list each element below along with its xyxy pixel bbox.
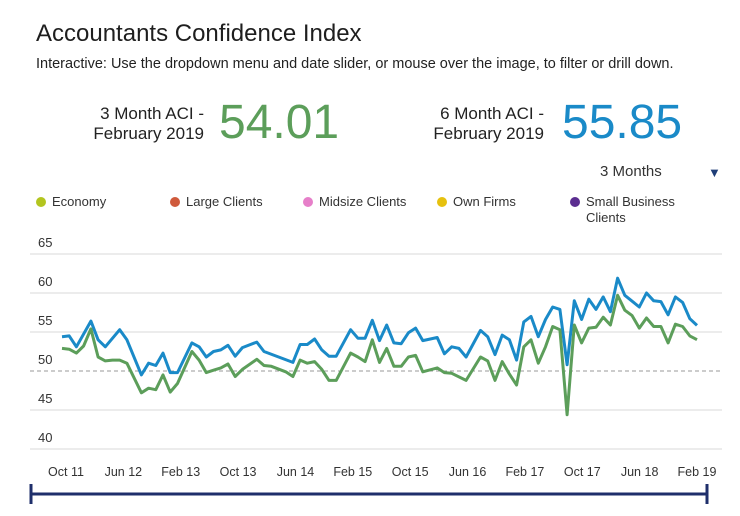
y-tick-label: 50 [38, 352, 52, 367]
y-tick-label: 40 [38, 430, 52, 445]
legend-item-midsize-clients[interactable]: Midsize Clients [303, 194, 406, 210]
y-tick-label: 45 [38, 391, 52, 406]
subtitle: Interactive: Use the dropdown menu and d… [36, 56, 674, 72]
x-tick-label: Oct 13 [220, 465, 257, 479]
x-tick-label: Jun 18 [621, 465, 659, 479]
legend-dot-icon [570, 197, 580, 207]
legend-label: Midsize Clients [319, 194, 407, 209]
series-line-6-month [61, 276, 699, 377]
x-tick-label: Feb 17 [505, 465, 544, 479]
page-title: Accountants Confidence Index [36, 20, 362, 47]
y-tick-label: 60 [38, 274, 52, 289]
legend-item-own-firms[interactable]: Own Firms [437, 194, 516, 210]
triangle-down-icon[interactable]: ▼ [708, 165, 721, 180]
y-tick-label: 65 [38, 235, 52, 250]
stat-label-line: 6 Month ACI - [440, 104, 544, 123]
legend-label: Own Firms [453, 194, 516, 209]
stat-6-month-label: 6 Month ACI - February 2019 [400, 104, 544, 144]
x-tick-label: Feb 19 [678, 465, 717, 479]
series-line-3-month [61, 293, 698, 417]
legend-dot-icon [303, 197, 313, 207]
legend-label: Small Business Clients [586, 194, 675, 225]
legend-label: Economy [52, 194, 107, 209]
x-tick-label: Oct 11 [48, 465, 84, 479]
legend-item-large-clients[interactable]: Large Clients [170, 194, 263, 210]
legend-item-economy[interactable]: Economy [36, 194, 106, 210]
stat-label-line: February 2019 [433, 124, 544, 143]
legend-dot-icon [437, 197, 447, 207]
period-dropdown[interactable]: 3 Months [600, 163, 662, 180]
x-tick-label: Jun 16 [449, 465, 487, 479]
legend-item-small-business-clients[interactable]: Small Business Clients [570, 194, 700, 226]
stat-label-line: February 2019 [93, 124, 204, 143]
legend-label: Large Clients [186, 194, 263, 209]
legend-dot-icon [170, 197, 180, 207]
x-tick-label: Jun 14 [277, 465, 315, 479]
x-tick-label: Feb 15 [333, 465, 372, 479]
stat-label-line: 3 Month ACI - [100, 104, 204, 123]
stat-3-month-label: 3 Month ACI - February 2019 [60, 104, 204, 144]
x-tick-label: Oct 17 [564, 465, 601, 479]
stat-3-month-value: 54.01 [219, 96, 340, 149]
x-tick-label: Jun 12 [105, 465, 143, 479]
x-tick-label: Feb 13 [161, 465, 200, 479]
legend-dot-icon [36, 197, 46, 207]
stat-6-month-value: 55.85 [562, 96, 683, 149]
y-tick-label: 55 [38, 313, 52, 328]
x-tick-label: Oct 15 [392, 465, 429, 479]
